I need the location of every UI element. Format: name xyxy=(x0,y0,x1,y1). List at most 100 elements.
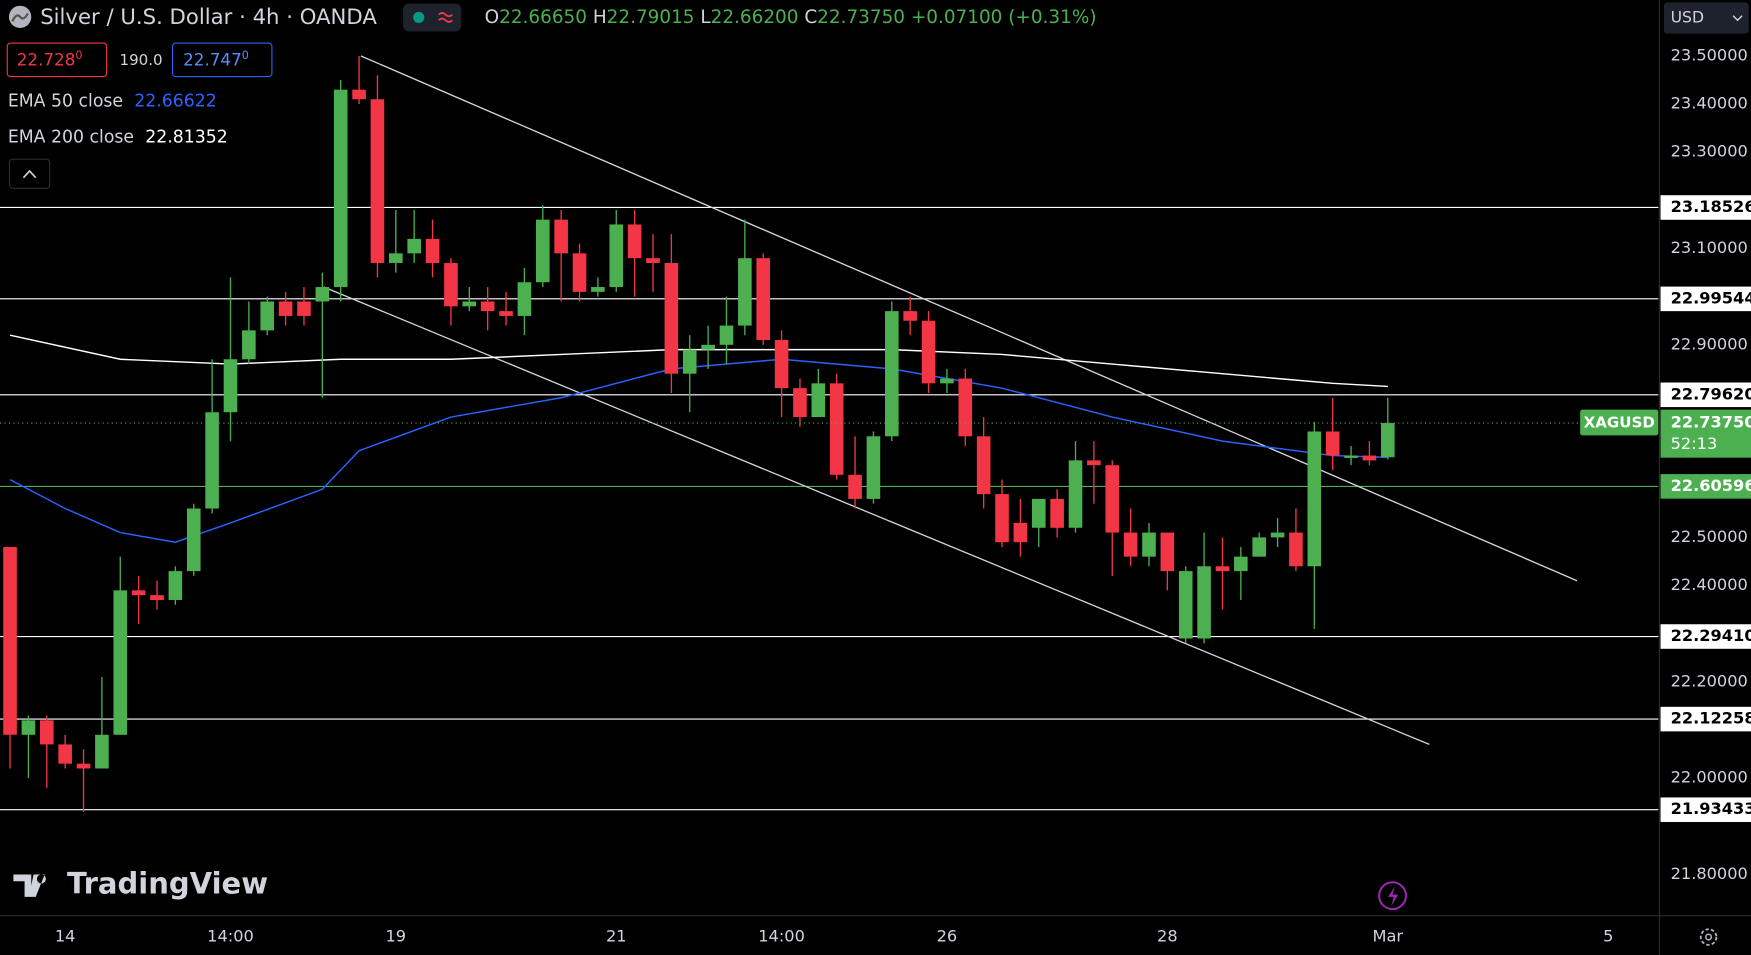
market-open-dot xyxy=(413,11,425,23)
candle-body xyxy=(829,383,844,475)
candle-body xyxy=(352,89,366,100)
candle-body xyxy=(1344,455,1358,458)
indicator-legend[interactable]: EMA 50 close 22.66622 xyxy=(8,92,217,112)
trendline xyxy=(323,286,1430,746)
candle-body xyxy=(517,282,532,316)
y-tick-label: 23.40000 xyxy=(1671,94,1748,113)
candle-body xyxy=(738,258,752,326)
last-price-label: 22.73750 xyxy=(1671,413,1751,432)
indicator-name: EMA 50 close xyxy=(8,92,123,112)
ohlc-value: 22.79015 xyxy=(607,7,695,28)
bid-price: 22.7280 xyxy=(17,49,83,69)
currency-select[interactable] xyxy=(1663,2,1749,34)
settings-core xyxy=(1704,933,1713,941)
y-tick-label: 23.50000 xyxy=(1671,45,1748,64)
level-label: 22.79620 xyxy=(1671,384,1751,403)
level-label: 22.99544 xyxy=(1671,288,1751,307)
candle-body xyxy=(940,378,954,384)
candle-body xyxy=(591,287,605,292)
x-tick-label: 5 xyxy=(1603,927,1613,946)
candle-body xyxy=(1289,532,1303,567)
level-label-box xyxy=(1660,474,1751,499)
candle-body xyxy=(866,436,881,499)
tv-logo-mark xyxy=(13,874,46,897)
level-label-box xyxy=(1660,195,1751,220)
candle-body xyxy=(1160,532,1175,572)
candle-body xyxy=(1013,522,1028,543)
lightning xyxy=(1388,886,1399,906)
candle-body xyxy=(995,494,1009,543)
buy-button[interactable] xyxy=(171,42,273,78)
indicator-name: EMA 200 close xyxy=(8,127,134,147)
tv-logo-text: TradingView xyxy=(67,867,268,901)
indicator-legend[interactable]: EMA 200 close 22.81352 xyxy=(8,127,228,147)
candle-body xyxy=(774,340,789,389)
candle-body xyxy=(1307,431,1322,567)
ask-sup: 0 xyxy=(242,49,249,62)
candle-body xyxy=(664,262,679,374)
candle-body xyxy=(21,720,36,735)
dropdown-icon xyxy=(1732,15,1743,22)
bid-main: 22.728 xyxy=(17,49,76,69)
candle-body xyxy=(885,311,899,437)
candle-body xyxy=(848,474,862,499)
level-label-box xyxy=(1660,797,1751,823)
candle-body xyxy=(1087,460,1101,466)
symbol-title[interactable]: Silver / U.S. Dollar · 4h · OANDA xyxy=(40,5,377,30)
candle-body xyxy=(701,344,715,350)
candle-body xyxy=(425,238,440,263)
plot-area xyxy=(0,55,1659,812)
candle-body xyxy=(1031,498,1046,528)
candle-body xyxy=(756,258,771,341)
candle-body xyxy=(315,287,330,302)
candle-body xyxy=(297,301,311,316)
symbol-label-box xyxy=(1580,409,1659,436)
candle-body xyxy=(462,301,477,307)
candle-body xyxy=(39,720,54,745)
x-tick-label: 26 xyxy=(937,927,958,946)
candle-body xyxy=(333,89,348,288)
candle-body xyxy=(58,744,72,764)
level-label: 23.18526 xyxy=(1671,197,1751,216)
candle-body xyxy=(499,311,513,316)
candle-body xyxy=(1105,465,1120,533)
level-label: 21.93433 xyxy=(1671,799,1751,818)
candle-body xyxy=(958,378,973,437)
last-price-box xyxy=(1660,409,1751,458)
collapse-button[interactable] xyxy=(8,158,51,189)
settings-icon[interactable] xyxy=(1699,928,1718,946)
candle-body xyxy=(1234,556,1248,572)
ask-main: 22.747 xyxy=(183,49,242,69)
candle-body xyxy=(921,320,936,384)
alert-icon[interactable] xyxy=(1378,881,1407,911)
ema-line xyxy=(9,358,1388,543)
candle-body xyxy=(76,763,91,769)
ohlc-key: H xyxy=(593,7,607,28)
candle-body xyxy=(131,590,146,596)
candle-body xyxy=(793,388,807,418)
x-tick-label: 21 xyxy=(606,927,627,946)
candle-body xyxy=(682,349,697,374)
delay-icon xyxy=(438,12,453,23)
countdown: 52:13 xyxy=(1671,434,1718,453)
candle-body xyxy=(1123,532,1138,557)
candle-body xyxy=(1325,431,1340,456)
candle-body xyxy=(1381,423,1395,458)
candle-body xyxy=(1142,532,1156,557)
ohlc: O22.66650 H22.79015 L22.66200 C22.73750 … xyxy=(485,7,1097,28)
ohlc-key: C xyxy=(804,7,817,28)
status-box[interactable] xyxy=(403,3,462,32)
x-tick-label: Mar xyxy=(1373,927,1404,946)
level-label-box xyxy=(1660,706,1751,732)
candle-body xyxy=(407,238,421,254)
ohlc-value: 22.66200 xyxy=(711,7,799,28)
candle-body xyxy=(609,224,624,288)
candle-body xyxy=(223,359,238,413)
ohlc-value: 22.66650 xyxy=(499,7,587,28)
level-label-box xyxy=(1660,286,1751,312)
candle-body xyxy=(480,301,495,312)
candle-body xyxy=(1068,460,1083,528)
sell-button[interactable] xyxy=(6,42,108,78)
